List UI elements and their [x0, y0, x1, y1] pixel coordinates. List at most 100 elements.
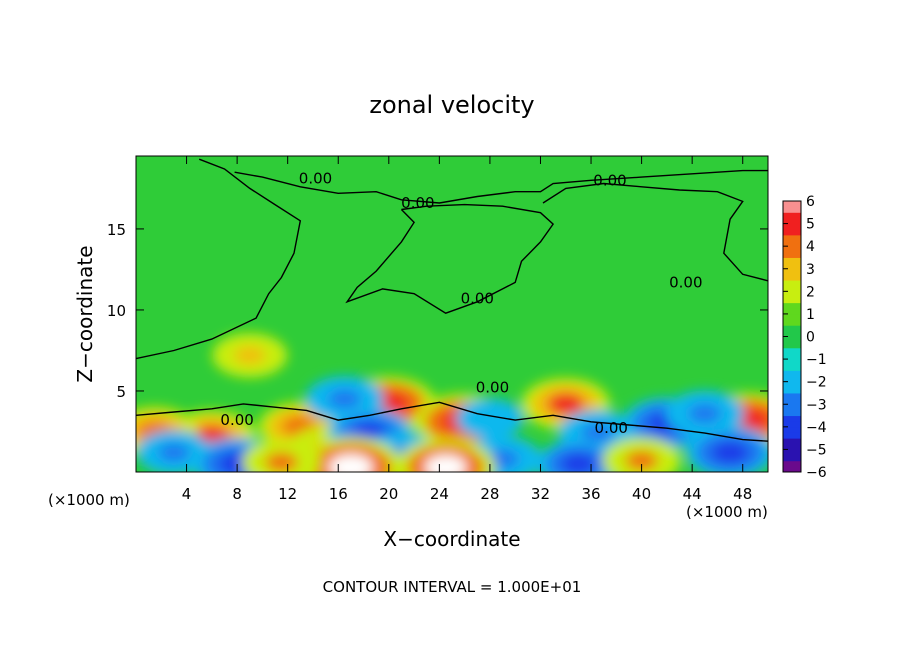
colorbar-segment	[783, 336, 801, 343]
x-unit-right: (×1000 m)	[686, 503, 768, 521]
colorbar-segment	[783, 364, 801, 371]
x-tick-label: 12	[278, 485, 297, 503]
colorbar: 6 5 4 3 2 1 0 −1 −2 −3 −4 −5 −6	[782, 194, 827, 481]
contour-label: 0.00	[220, 411, 253, 429]
colorbar-label: −1	[806, 352, 827, 368]
x-unit-left: (×1000 m)	[48, 491, 130, 509]
colorbar-segment	[783, 325, 801, 332]
velocity-blob-core	[688, 403, 722, 424]
contour-line	[136, 158, 302, 360]
x-tick-label: 4	[182, 485, 192, 503]
x-tick-label: 36	[581, 485, 600, 503]
colorbar-segment	[783, 330, 801, 337]
colorbar-segment	[783, 296, 801, 304]
colorbar-segment	[783, 308, 801, 315]
y-tick-label: 10	[107, 302, 126, 320]
colorbar-segment	[783, 257, 801, 264]
velocity-blob-core	[328, 454, 373, 472]
colorbar-segment	[783, 240, 801, 247]
colorbar-segment	[783, 392, 801, 400]
colorbar-segment	[783, 409, 801, 417]
velocity-blob-core	[264, 452, 298, 472]
colorbar-label: −6	[806, 465, 827, 481]
colorbar-segment	[783, 455, 801, 462]
contour-label: 0.00	[299, 170, 332, 188]
x-tick-label: 48	[733, 485, 752, 503]
contour-label: 0.00	[593, 171, 626, 189]
x-axis-ticks: 4 8 12 16 20 24 28 32 36 40 44 48	[182, 156, 752, 503]
velocity-blob-core	[625, 450, 659, 471]
colorbar-segment	[783, 432, 801, 439]
colorbar-segment	[783, 443, 801, 450]
velocity-blob-core	[424, 454, 467, 472]
colorbar-segment	[783, 370, 801, 377]
colorbar-segment	[783, 342, 801, 349]
colorbar-segment	[783, 206, 801, 213]
colorbar-label: 0	[806, 330, 815, 346]
velocity-field	[136, 333, 768, 472]
chart-title: zonal velocity	[369, 91, 534, 119]
colorbar-segment	[783, 291, 801, 298]
colorbar-label: −3	[806, 397, 827, 413]
y-tick-label: 5	[116, 383, 126, 401]
velocity-blob-core	[711, 441, 749, 464]
colorbar-segment	[783, 274, 801, 281]
colorbar-segment	[783, 347, 801, 354]
colorbar-segment	[783, 201, 801, 208]
velocity-blob-core	[560, 453, 596, 472]
colorbar-segment	[783, 466, 801, 473]
colorbar-segment	[783, 234, 801, 242]
colorbar-label: 5	[806, 217, 815, 233]
velocity-blob-core	[547, 392, 585, 415]
x-tick-label: 24	[430, 485, 449, 503]
x-axis-label: X−coordinate	[383, 527, 520, 551]
velocity-blob-core	[475, 409, 505, 428]
colorbar-segment	[783, 313, 801, 321]
colorbar-segment	[783, 359, 801, 366]
x-tick-label: 8	[232, 485, 242, 503]
colorbar-label: 4	[806, 239, 815, 255]
colorbar-segment	[783, 449, 801, 456]
x-tick-label: 20	[379, 485, 398, 503]
colorbar-label: −4	[806, 420, 827, 436]
colorbar-segment	[783, 285, 801, 292]
colorbar-segment	[783, 217, 801, 225]
colorbar-segment	[783, 421, 801, 428]
plot-area: 0.00 0.00 0.00 0.00 0.00 0.00 0.00 0.00	[136, 156, 768, 472]
contour-interval-note: CONTOUR INTERVAL = 1.000E+01	[323, 578, 582, 596]
contour-label: 0.00	[401, 194, 434, 212]
y-tick-label: 15	[107, 221, 126, 239]
colorbar-segment	[783, 415, 801, 422]
colorbar-segment	[783, 280, 801, 287]
contour-line	[234, 169, 768, 204]
colorbar-segment	[783, 302, 801, 309]
colorbar-segment	[783, 387, 801, 394]
velocity-blob-core	[233, 345, 266, 365]
contour-line	[136, 401, 768, 442]
contour-label: 0.00	[461, 290, 494, 308]
colorbar-segment	[783, 229, 801, 236]
plot-frame	[135, 155, 769, 473]
contour-line	[542, 182, 768, 282]
colorbar-segment	[783, 353, 801, 360]
colorbar-label: 2	[806, 284, 815, 300]
colorbar-segment	[783, 404, 801, 411]
colorbar-segment	[783, 381, 801, 388]
contour-line	[345, 203, 555, 314]
colorbar-label: −2	[806, 375, 827, 391]
colorbar-label: 1	[806, 307, 815, 323]
colorbar-label: 6	[806, 194, 815, 210]
x-tick-label: 28	[480, 485, 499, 503]
contour-label: 0.00	[595, 419, 628, 437]
velocity-blob-core	[328, 389, 362, 409]
colorbar-segment	[783, 376, 801, 383]
y-axis-label: Z−coordinate	[73, 245, 97, 382]
x-tick-label: 32	[531, 485, 550, 503]
colorbar-segment	[783, 319, 801, 326]
x-tick-label: 40	[632, 485, 651, 503]
colorbar-segment	[783, 251, 801, 258]
colorbar-label: −5	[806, 442, 827, 458]
x-tick-label: 44	[683, 485, 702, 503]
x-tick-label: 16	[329, 485, 348, 503]
colorbar-segment	[783, 438, 801, 445]
